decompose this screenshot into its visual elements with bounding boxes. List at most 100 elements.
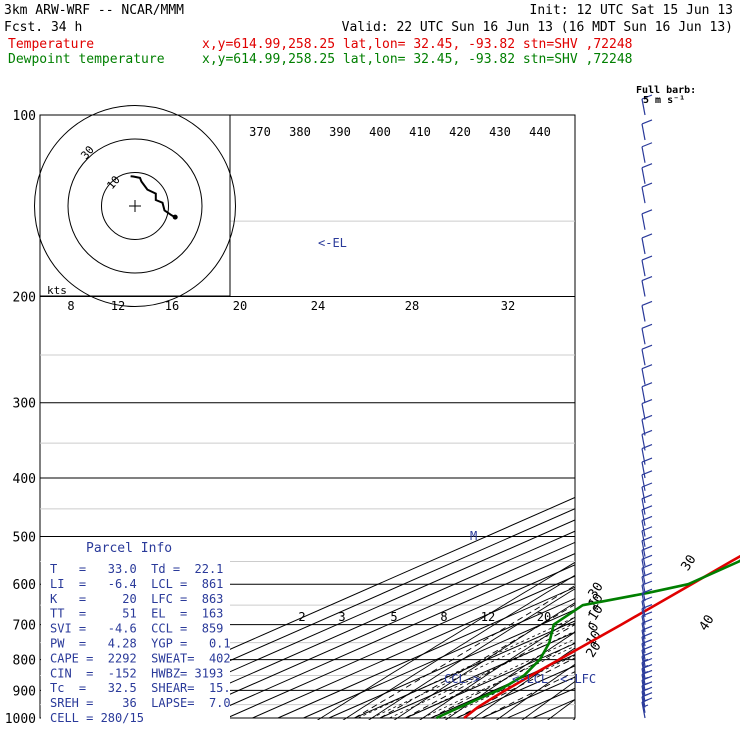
moist-adiabat bbox=[456, 657, 575, 719]
dry-adiabat bbox=[611, 115, 740, 731]
wind-barb-flag bbox=[641, 399, 653, 405]
wind-barb bbox=[641, 142, 653, 163]
dry-adiabat bbox=[585, 115, 740, 731]
wind-barb-flag bbox=[641, 275, 653, 282]
mixing-ratio-label: 5 bbox=[390, 610, 397, 624]
wind-barb bbox=[641, 119, 653, 141]
isotherm bbox=[226, 564, 575, 719]
parcel-info-row: SREH = 36 LAPSE= 7.0 bbox=[50, 696, 231, 710]
pressure-tick-label: 900 bbox=[13, 684, 36, 699]
wind-barb-flag bbox=[641, 382, 653, 388]
dry-adiabat bbox=[342, 574, 575, 720]
wind-barb-staff bbox=[641, 540, 646, 557]
dry-adiabat bbox=[495, 663, 575, 720]
wind-barb-flag bbox=[641, 142, 653, 148]
mixing-ratio-line bbox=[442, 655, 575, 719]
dry-adiabat bbox=[419, 616, 575, 720]
theta-label: 430 bbox=[489, 125, 511, 139]
wind-barb-staff bbox=[641, 448, 646, 465]
wind-barb bbox=[641, 163, 653, 184]
dry-adiabat bbox=[715, 115, 740, 731]
wind-barb bbox=[641, 94, 653, 116]
hodograph-ring bbox=[67, 138, 203, 274]
wind-barb-staff bbox=[641, 509, 646, 526]
wind-barb-staff bbox=[641, 568, 646, 585]
wind-barb bbox=[641, 209, 653, 230]
mixing-ratio-label: 28 bbox=[405, 299, 419, 313]
wind-barb bbox=[641, 344, 653, 366]
barb-legend: Full barb: 5 m s⁻¹ bbox=[636, 85, 696, 106]
location-temperature: x,y=614.99,258.25 lat,lon= 32.45, -93.82… bbox=[202, 37, 632, 52]
wind-barb-staff bbox=[641, 630, 646, 647]
wind-barb-staff bbox=[641, 368, 646, 385]
wind-barb-staff bbox=[641, 696, 646, 713]
mixing-ratio-label: 2 bbox=[298, 610, 305, 624]
wind-barb-staff bbox=[641, 498, 646, 515]
parcel-info-row: CAPE = 2292 SWEAT= 402 bbox=[50, 651, 231, 665]
wind-barb bbox=[641, 399, 653, 420]
theta-label: 420 bbox=[449, 125, 471, 139]
theta-label: 400 bbox=[369, 125, 391, 139]
wind-barb-staff bbox=[641, 167, 646, 184]
parcel-info-row: TT = 51 EL = 163 bbox=[50, 607, 223, 621]
wind-barb-staff bbox=[641, 328, 646, 345]
parcel-info-row: CELL = 280/15 bbox=[50, 711, 144, 725]
theta-label: 390 bbox=[329, 125, 351, 139]
location-dewpoint: x,y=614.99,258.25 lat,lon= 32.45, -93.82… bbox=[202, 52, 632, 67]
mixing-ratio-line bbox=[422, 645, 575, 719]
dry-adiabat bbox=[637, 115, 740, 731]
wind-barbs bbox=[641, 94, 653, 719]
mixing-ratio-label: 3 bbox=[338, 610, 345, 624]
wind-barb-flag bbox=[641, 119, 653, 125]
mixing-ratio-label: 8 bbox=[67, 299, 74, 313]
mixing-ratio-label: 24 bbox=[311, 299, 325, 313]
hodograph-trace bbox=[130, 175, 176, 218]
parcel-info-panel: Parcel Info T = 33.0 Td = 22.1LI = -6.4 … bbox=[41, 537, 231, 725]
wind-barb-staff bbox=[641, 530, 646, 547]
forecast-hour: Fcst. 34 h bbox=[4, 20, 82, 35]
parcel-info-row: T = 33.0 Td = 22.1 bbox=[50, 562, 223, 576]
wind-barb-staff bbox=[641, 237, 646, 255]
wind-barb-staff bbox=[641, 593, 646, 610]
isotherm bbox=[328, 609, 575, 719]
parcel-info-row: K = 20 LFC = 863 bbox=[50, 592, 223, 606]
dry-adiabat bbox=[663, 115, 740, 731]
wind-barb-flag bbox=[641, 163, 653, 169]
pressure-tick-label: 600 bbox=[13, 578, 36, 593]
wind-barb-staff bbox=[641, 649, 646, 667]
wind-barb bbox=[641, 444, 653, 465]
dry-adiabat bbox=[470, 647, 575, 720]
wind-barb-staff bbox=[641, 259, 646, 277]
annotations: <-EL M CCL-> <-LCL <-LFC bbox=[318, 236, 596, 686]
lfc-marker: <-LFC bbox=[560, 672, 596, 686]
temperature-profile bbox=[463, 554, 740, 720]
ccl-marker: CCL-> bbox=[444, 672, 480, 686]
barb-legend-unit: 5 m s⁻¹ bbox=[643, 95, 685, 106]
theta-label: 270 bbox=[47, 0, 69, 3]
pressure-tick-label: 500 bbox=[13, 530, 36, 545]
wind-barb bbox=[641, 429, 653, 451]
pressure-tick-label: 700 bbox=[13, 619, 36, 634]
parcel-info-title: Parcel Info bbox=[86, 541, 172, 556]
parcel-info-row: LI = -6.4 LCL = 861 bbox=[50, 577, 223, 591]
dry-adiabat bbox=[444, 631, 575, 720]
theta-label: 370 bbox=[249, 125, 271, 139]
isotherm bbox=[73, 496, 575, 719]
isotherm bbox=[277, 586, 575, 719]
mixing-ratio-line bbox=[389, 630, 575, 719]
wind-barb bbox=[641, 382, 653, 403]
wind-barb-staff bbox=[641, 674, 646, 691]
wind-barb bbox=[641, 300, 653, 322]
wind-barb-staff bbox=[641, 474, 646, 491]
wind-barb-staff bbox=[641, 585, 646, 602]
wind-barb-staff bbox=[641, 305, 646, 322]
wind-barb-staff bbox=[641, 680, 646, 697]
wind-barb bbox=[641, 364, 653, 385]
pressure-tick-label: 100 bbox=[13, 109, 36, 124]
moist-adiabat bbox=[379, 604, 575, 719]
dry-adiabat bbox=[368, 588, 575, 720]
wind-barb-staff bbox=[641, 559, 646, 576]
wind-barb-staff bbox=[641, 691, 646, 708]
